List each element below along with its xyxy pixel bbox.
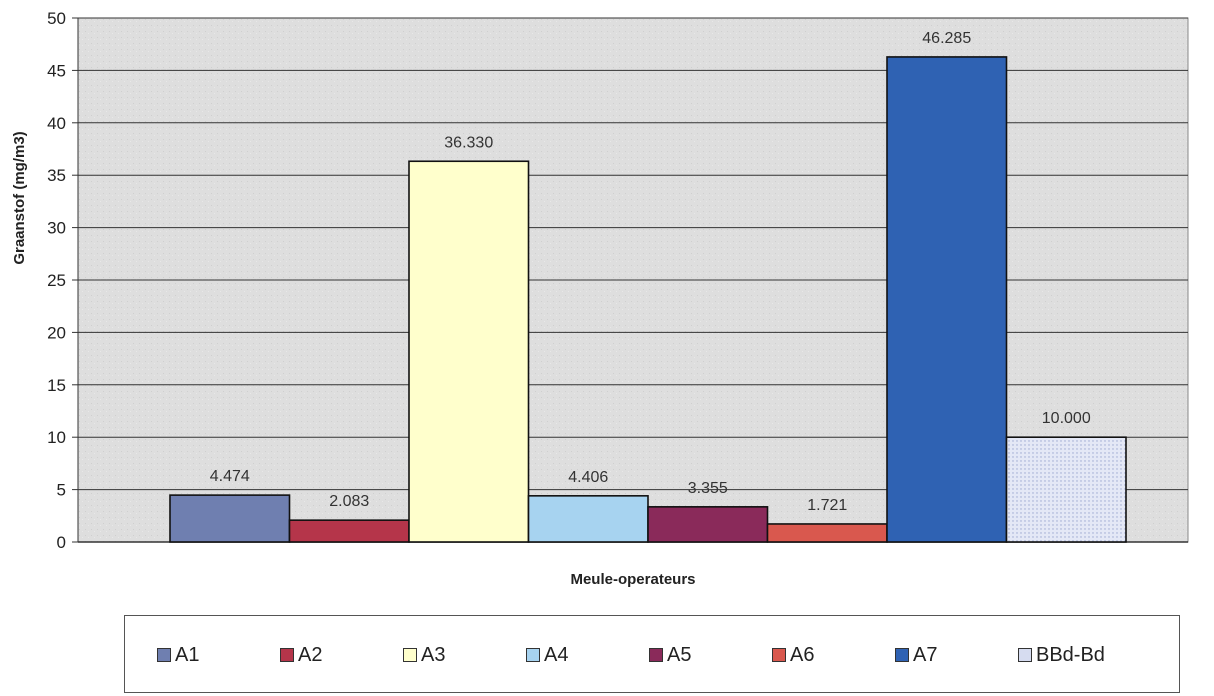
data-labels: 4.474 2.083 36.330 4.406 3.355 1.721 46.285 10.…	[210, 30, 1091, 514]
legend-label: A4	[544, 643, 569, 666]
y-axis-title: Graanstof (mg/m3)	[11, 131, 28, 264]
legend-swatch	[1018, 648, 1032, 662]
y-tick-label: 15	[47, 376, 66, 395]
data-label-a4: 4.406	[568, 469, 608, 486]
legend-swatch	[403, 648, 417, 662]
y-tick-label: 50	[47, 9, 66, 28]
legend-item-a2: A2	[280, 640, 322, 670]
legend-item-a5: A5	[649, 640, 691, 670]
legend-item-a6: A6	[772, 640, 814, 670]
bar-a3	[408, 160, 530, 543]
data-label-a6: 1.721	[807, 497, 847, 514]
legend-label: A6	[790, 643, 815, 666]
y-tick-label: 5	[57, 481, 66, 500]
legend-label: A5	[667, 643, 692, 666]
bar-a6	[766, 523, 888, 543]
legend-label: A2	[298, 643, 323, 666]
y-axis-ticks: 0 5 10 15 20 25 30 35 40 45 50	[47, 9, 79, 552]
data-label-a5: 3.355	[688, 480, 728, 497]
legend-swatch	[895, 648, 909, 662]
legend-swatch	[526, 648, 540, 662]
data-label-a3: 36.330	[444, 134, 493, 151]
y-tick-label: 45	[47, 61, 66, 80]
legend-swatch	[772, 648, 786, 662]
legend-label: BBd-Bd	[1036, 643, 1105, 666]
bar-bbd-bd	[1005, 436, 1127, 543]
legend-label: A1	[175, 643, 200, 666]
x-axis-title: Meule-operateurs	[570, 571, 695, 588]
data-label-bbd-bd: 10.000	[1042, 410, 1091, 427]
bar-a5	[647, 506, 769, 543]
bar-a7	[886, 56, 1008, 543]
legend-item-a4: A4	[526, 640, 568, 670]
y-tick-label: 35	[47, 166, 66, 185]
bars	[169, 56, 1127, 543]
legend-item-a7: A7	[895, 640, 937, 670]
legend-item-bbd-bd: BBd-Bd	[1018, 640, 1105, 670]
y-tick-label: 10	[47, 428, 66, 447]
data-label-a2: 2.083	[329, 493, 369, 510]
bar-a1	[169, 494, 291, 543]
legend-label: A3	[421, 643, 446, 666]
y-tick-label: 25	[47, 271, 66, 290]
legend-items: A1 A2 A3 A4 A5 A6 A7 BBd-Bd	[125, 640, 1179, 670]
legend-label: A7	[913, 643, 938, 666]
legend-item-a3: A3	[403, 640, 445, 670]
y-tick-label: 40	[47, 114, 66, 133]
bar-a4	[527, 495, 649, 543]
legend-swatch	[280, 648, 294, 662]
legend: A1 A2 A3 A4 A5 A6 A7 BBd-Bd	[124, 615, 1180, 693]
data-label-a1: 4.474	[210, 468, 250, 485]
y-tick-label: 20	[47, 323, 66, 342]
legend-item-a1: A1	[157, 640, 199, 670]
bar-a2	[288, 519, 410, 543]
legend-swatch	[649, 648, 663, 662]
data-label-a7: 46.285	[922, 30, 971, 47]
legend-swatch	[157, 648, 171, 662]
y-tick-label: 0	[57, 533, 66, 552]
y-tick-label: 30	[47, 219, 66, 238]
